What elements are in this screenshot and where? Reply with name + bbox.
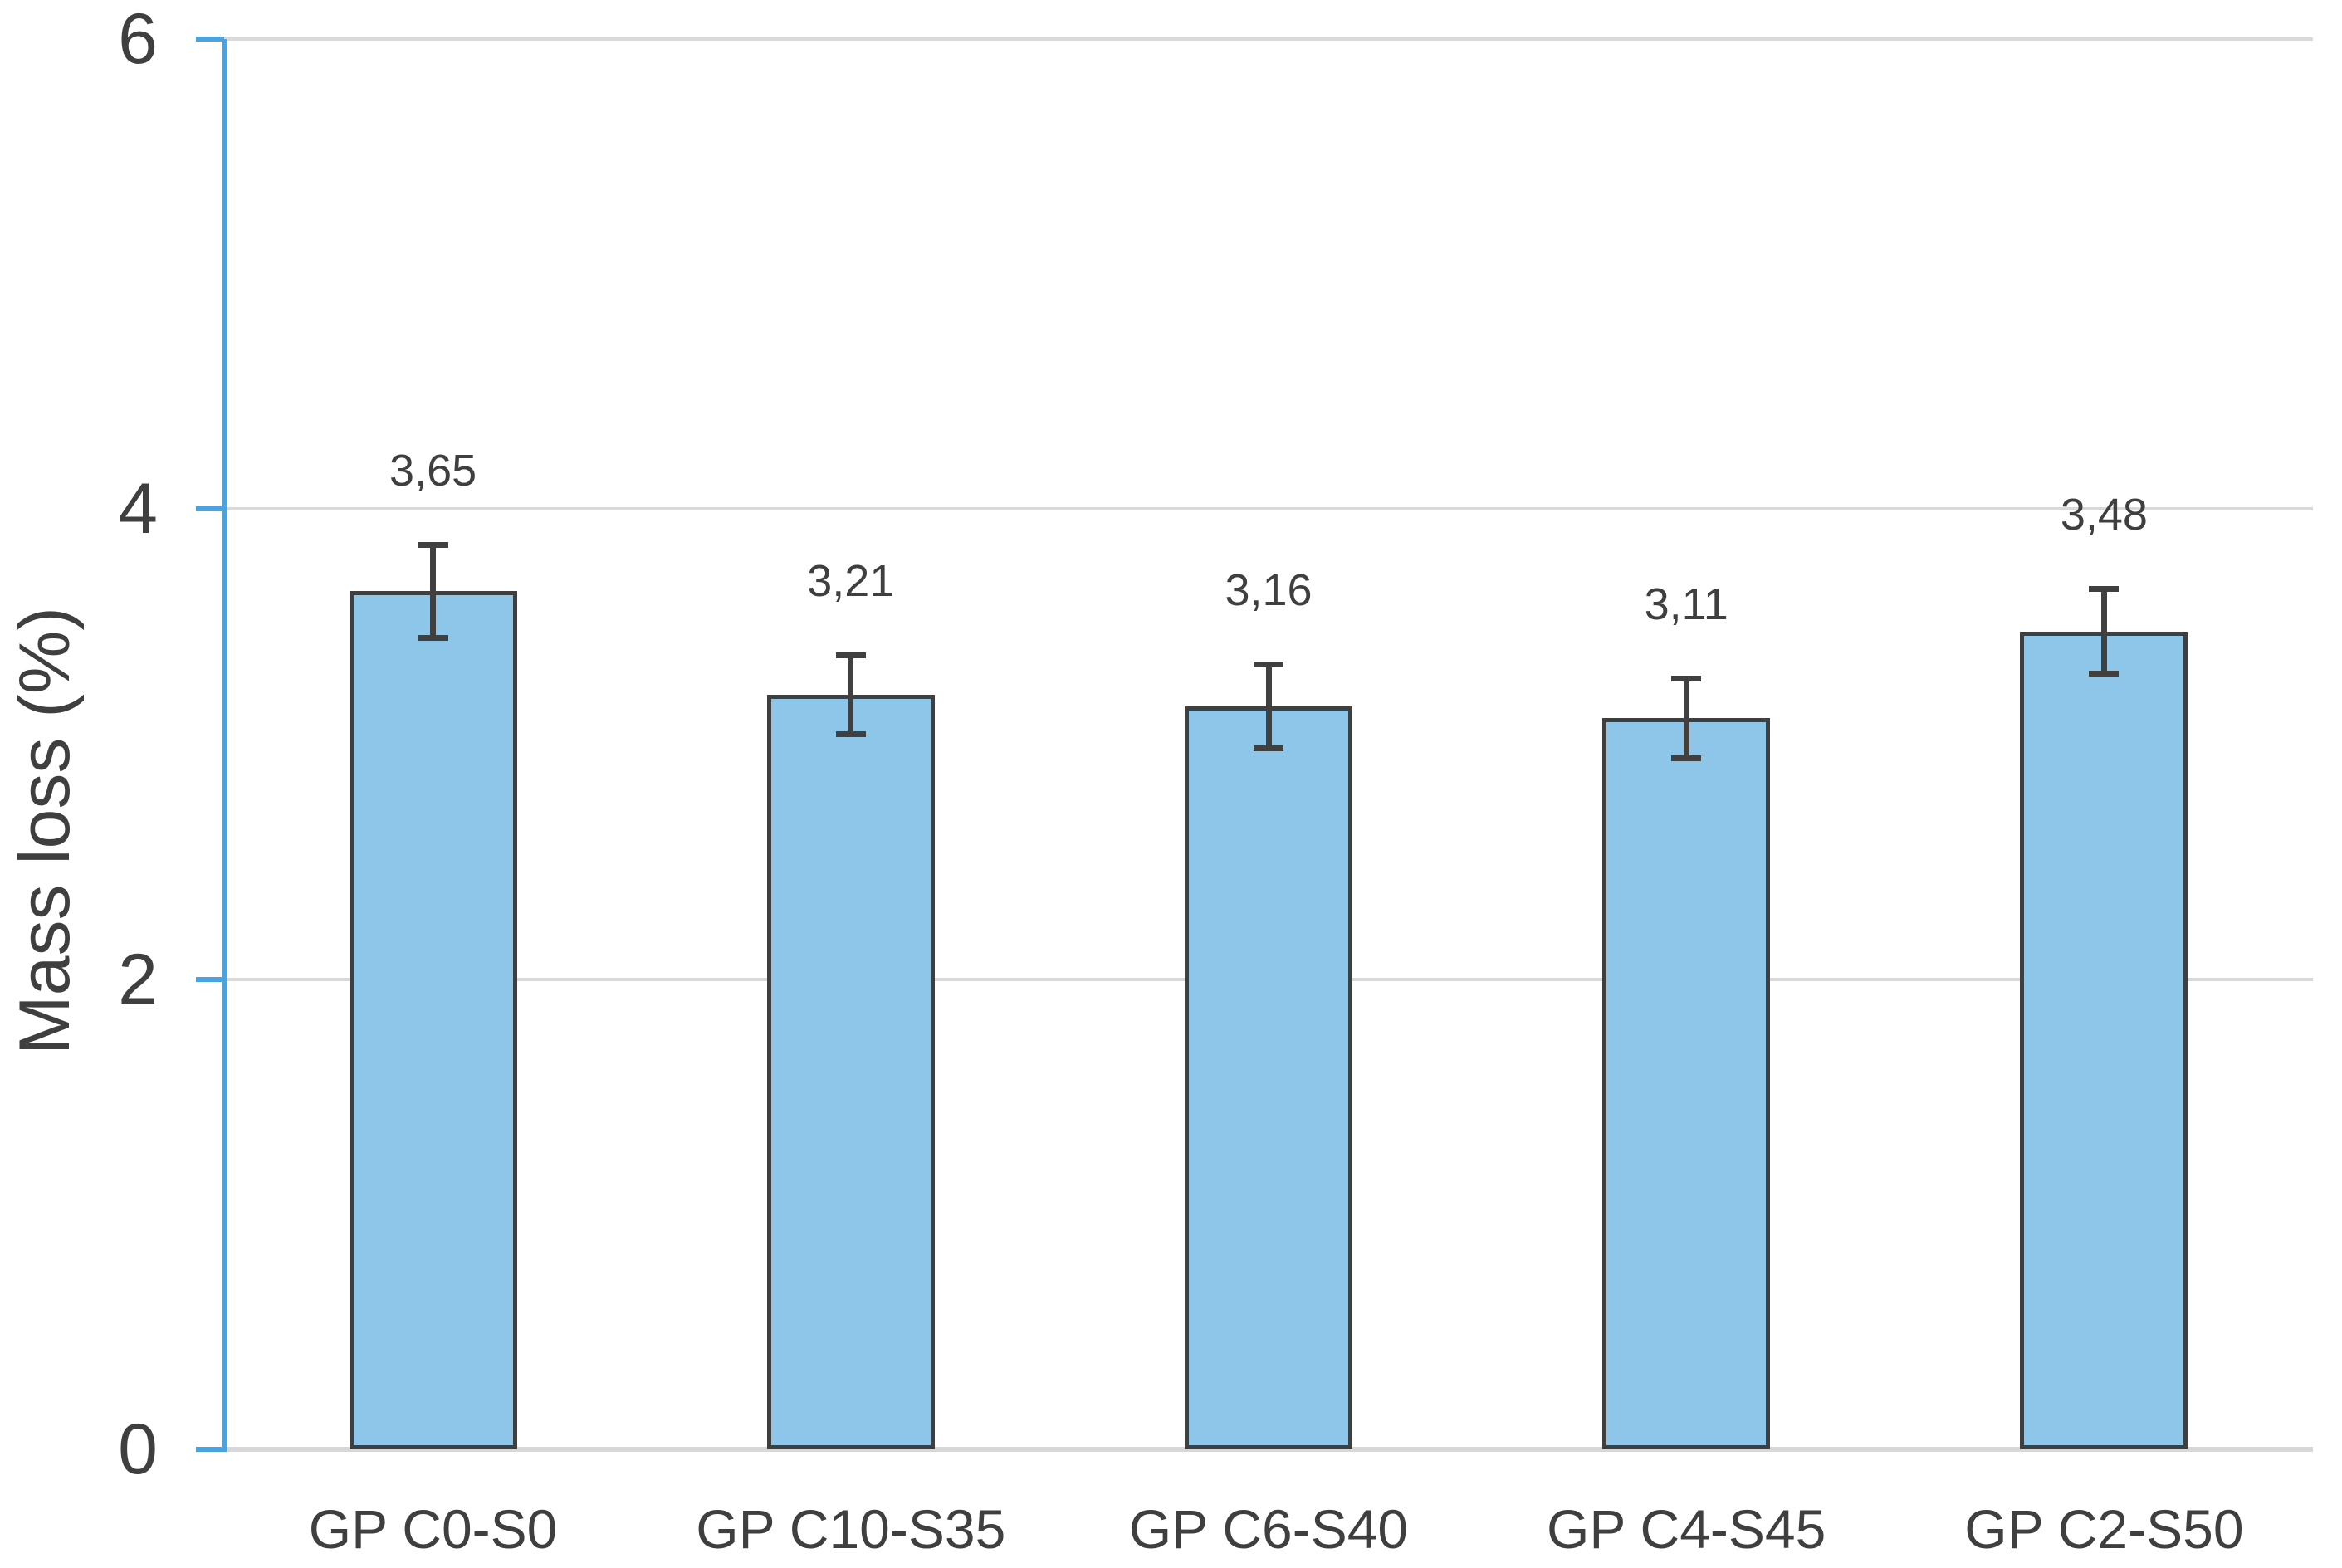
error-bar-cap-top: [835, 652, 866, 658]
error-bar-cap-top: [418, 541, 448, 548]
x-axis-baseline: [224, 1447, 2313, 1452]
error-bar-cap-bottom: [1671, 755, 1702, 761]
y-axis-tick: [196, 976, 224, 982]
x-tick-label: GP C10-S35: [696, 1498, 1006, 1560]
bar: [1185, 706, 1352, 1449]
x-tick-label: GP C6-S40: [1128, 1498, 1409, 1560]
bar-value-label: 3,16: [1225, 565, 1313, 616]
error-bar-line: [848, 657, 854, 733]
y-axis-tick: [196, 37, 224, 42]
x-tick-label: GP C4-S45: [1547, 1498, 1826, 1560]
error-bar-cap-top: [1254, 662, 1283, 668]
bar-value-label: 3,48: [2060, 490, 2148, 540]
y-tick-label: 2: [118, 939, 158, 1019]
error-bar-line: [1683, 681, 1689, 756]
gridline: [224, 507, 2313, 511]
x-tick-label: GP C0-S0: [308, 1498, 558, 1560]
y-tick-label: 0: [118, 1409, 158, 1489]
y-axis-tick: [196, 1447, 224, 1452]
error-bar-line: [1265, 667, 1272, 747]
x-tick-label: GP C2-S50: [1964, 1498, 2244, 1560]
error-bar-cap-bottom: [835, 731, 866, 738]
y-axis-line: [222, 39, 227, 1452]
bar: [766, 695, 935, 1449]
error-bar-line: [430, 546, 437, 637]
bar-value-label: 3,21: [807, 555, 895, 606]
error-bar-cap-bottom: [2089, 670, 2120, 677]
error-bar-cap-bottom: [1254, 745, 1283, 752]
error-bar-line: [2100, 591, 2107, 672]
error-bar-cap-top: [2089, 586, 2120, 593]
y-tick-label: 4: [118, 469, 158, 550]
bar: [1602, 718, 1771, 1449]
gridline: [224, 37, 2313, 41]
error-bar-cap-top: [1671, 676, 1702, 682]
y-tick-label: 6: [118, 0, 158, 79]
error-bar-cap-bottom: [418, 635, 448, 642]
y-axis-tick: [196, 506, 224, 512]
bar: [2020, 631, 2188, 1449]
bar: [349, 591, 517, 1449]
bar-value-label: 3,11: [1644, 579, 1728, 630]
bar-value-label: 3,65: [389, 445, 477, 496]
